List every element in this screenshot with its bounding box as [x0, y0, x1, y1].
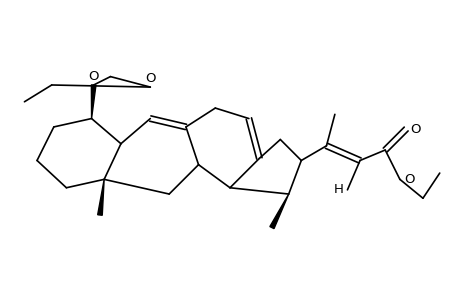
Polygon shape — [97, 179, 104, 215]
Text: O: O — [88, 70, 99, 83]
Text: O: O — [145, 72, 155, 85]
Polygon shape — [91, 85, 96, 118]
Text: O: O — [403, 173, 414, 186]
Text: H: H — [333, 183, 342, 196]
Text: O: O — [409, 122, 420, 136]
Polygon shape — [269, 194, 288, 229]
